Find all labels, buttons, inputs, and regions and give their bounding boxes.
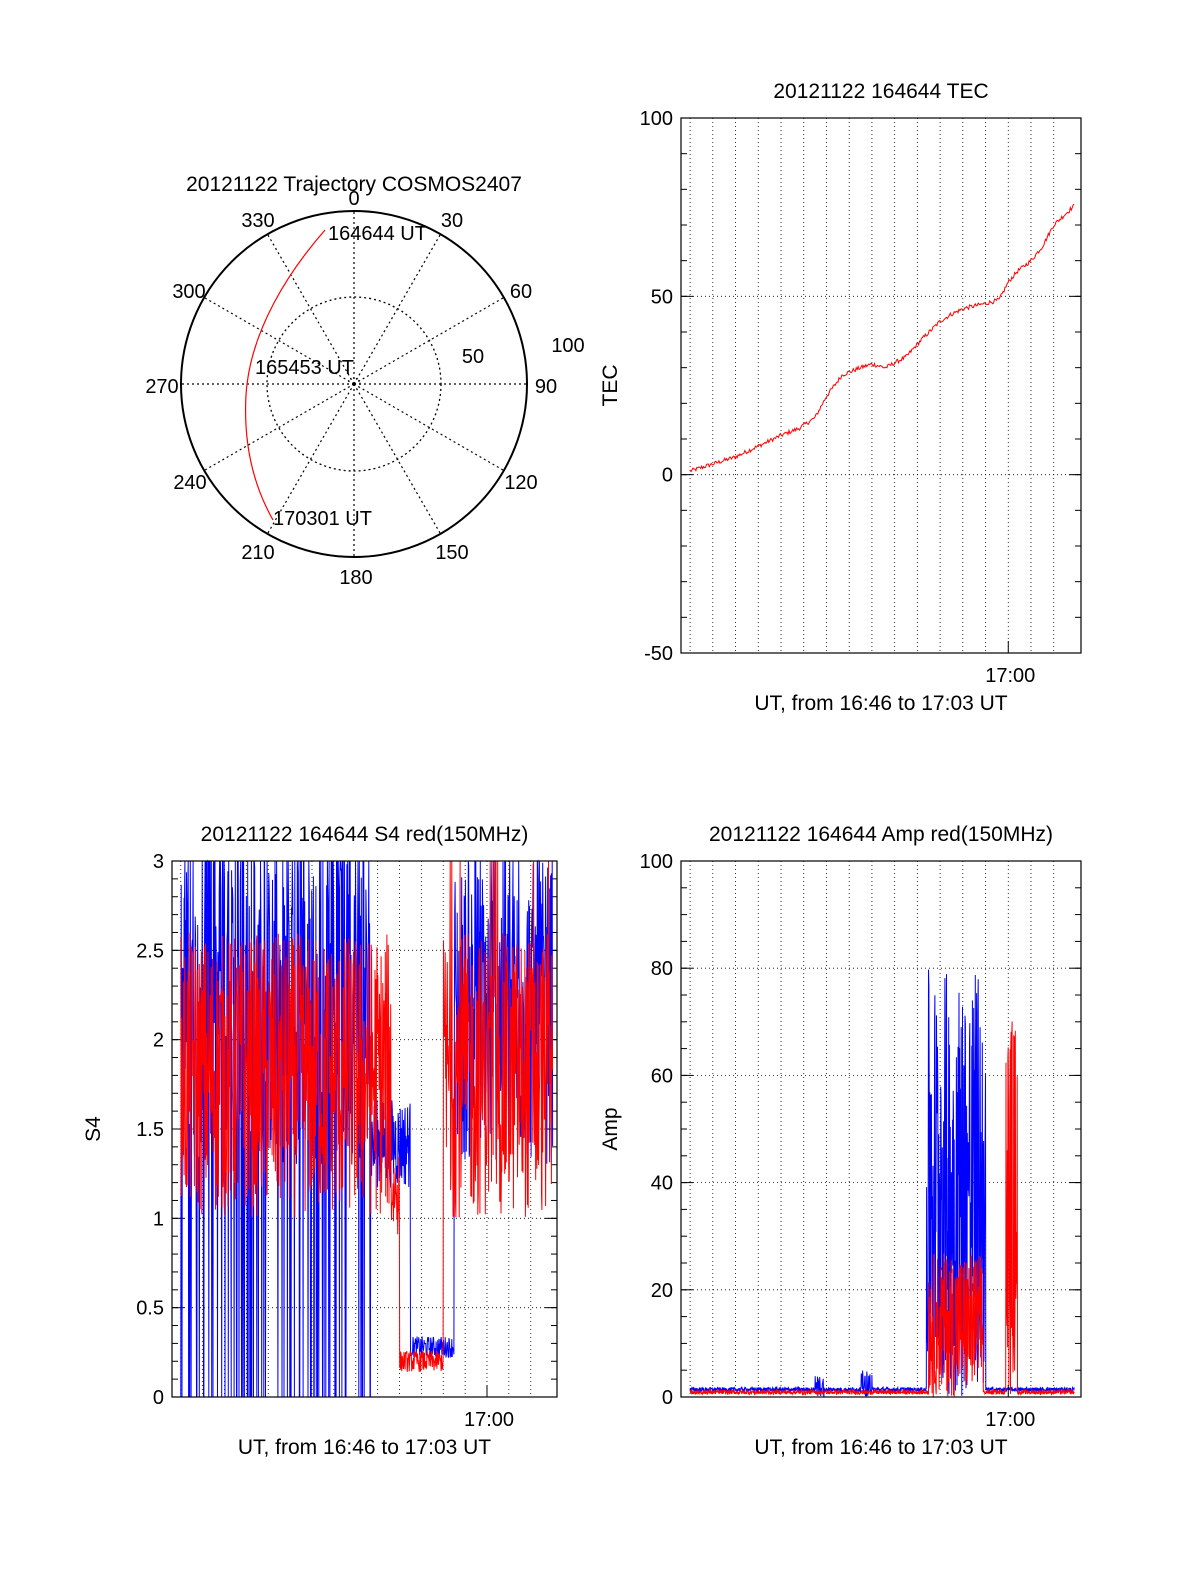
azimuth-spoke-210 [266,383,355,535]
chart-title: 20121122 164644 TEC [773,80,988,103]
amp-chart: 100 80 60 40 20 0 17:00 UT, from 16:46 to 17:03… [599,823,1082,1459]
x-tick-label: 17:00 [985,665,1035,687]
trajectory-end-time: 170301 UT [273,508,372,530]
chart-title: 20121122 164644 Amp red(150MHz) [709,823,1053,846]
tec-series-line [689,203,1075,473]
trajectory-title: 20121122 Trajectory COSMOS2407 [186,173,522,196]
az-label-0: 0 [348,188,359,210]
y-tick-label: 1 [153,1208,164,1230]
y-tick-label: 20 [651,1280,673,1302]
az-label-330: 330 [241,210,274,232]
y-tick-label: 0.5 [136,1298,164,1320]
azimuth-spoke-120 [353,383,505,472]
x-tick-label: 17:00 [464,1409,514,1431]
y-axis-label: Amp [599,1107,622,1150]
y-tick-label: 2.5 [136,940,164,962]
azimuth-spoke-60 [353,296,505,385]
x-axis-label: UT, from 16:46 to 17:03 UT [754,1436,1007,1459]
az-label-270: 270 [145,376,178,398]
azimuth-spoke-240 [203,383,355,472]
trajectory-polar-plot: 20121122 Trajectory COSMOS2407 0 30 60 9… [145,173,584,589]
y-tick-label: 100 [640,108,673,130]
azimuth-spoke-150 [353,383,442,535]
y-tick-label: 40 [651,1173,673,1195]
y-tick-label: 50 [651,286,673,308]
y-tick-label: 100 [640,851,673,873]
az-label-150: 150 [435,542,468,564]
azimuth-spoke-30 [353,233,442,385]
tec-chart: 100 50 0 -50 17:00 UT, from 16:46 to 17:03 UT… [599,80,1082,715]
az-label-180: 180 [339,567,372,589]
trajectory-start-time: 164644 UT [328,223,427,245]
x-axis-label: UT, from 16:46 to 17:03 UT [754,692,1007,715]
y-tick-label: 60 [651,1065,673,1087]
az-label-90: 90 [535,376,557,398]
azimuth-spoke-300 [203,296,355,385]
azimuth-spoke-330 [266,233,355,385]
trajectory-mid-time: 165453 UT [255,357,354,379]
y-axis-label: S4 [82,1116,105,1142]
elevation-label-100: 100 [551,335,584,357]
y-tick-label: 80 [651,958,673,980]
plot-frame [171,860,558,1398]
elevation-label-50: 50 [462,346,484,368]
chart-title: 20121122 164644 S4 red(150MHz) [201,823,529,846]
horizon-circle [180,210,528,558]
y-tick-label: 2 [153,1030,164,1052]
azimuth-labels: 0 30 60 90 120 150 180 210 240 270 300 3… [145,188,584,589]
x-tick-label: 17:00 [985,1409,1035,1431]
plot-frame [680,860,1082,1398]
az-label-120: 120 [504,472,537,494]
az-label-240: 240 [173,472,206,494]
az-label-30: 30 [441,210,463,232]
y-axis-label: TEC [599,365,622,407]
y-tick-label: 0 [153,1387,164,1409]
az-label-60: 60 [510,281,532,303]
s4-chart: 3 2.5 2 1.5 1 0.5 0 17:00 UT, from 16:46 to 17:0… [82,823,558,1459]
y-tick-label: 0 [662,1387,673,1409]
az-label-210: 210 [241,542,274,564]
azimuth-spokes [181,211,527,557]
y-tick-label: 0 [662,465,673,487]
y-tick-label: 3 [153,851,164,873]
y-tick-label: 1.5 [136,1119,164,1141]
plot-frame [680,117,1082,654]
y-tick-label: -50 [644,643,673,665]
az-label-300: 300 [172,281,205,303]
x-axis-label: UT, from 16:46 to 17:03 UT [238,1436,491,1459]
trajectory-line [244,229,326,521]
amp-series-red [689,1021,1075,1397]
s4-series-red [180,860,554,1372]
